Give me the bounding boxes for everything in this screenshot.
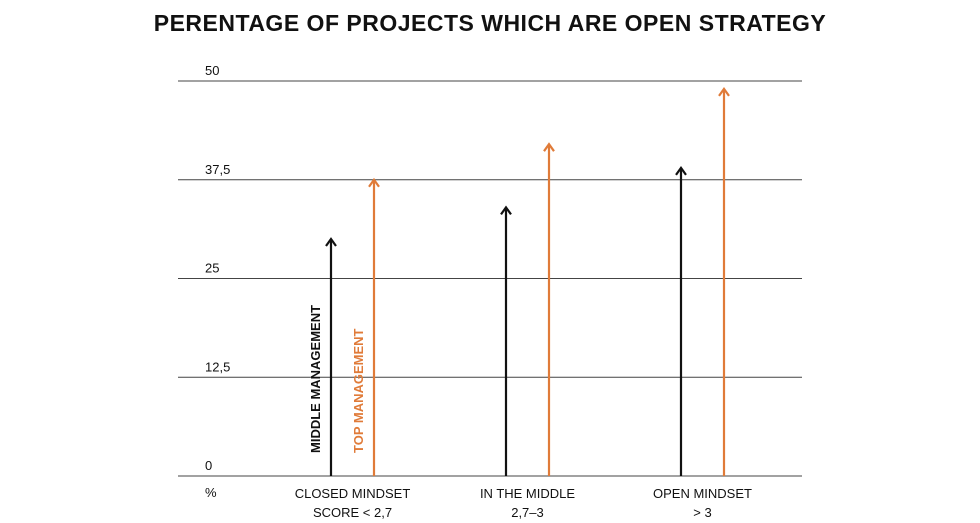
arrow-head: [675, 166, 687, 176]
arrow-head: [500, 205, 512, 216]
x-axis-categories: CLOSED MINDSET SCORE < 2,7 IN THE MIDDLE 2,…: [295, 486, 752, 520]
arrow-head: [325, 237, 337, 247]
series-label: MIDDLE MANAGEMENT: [308, 305, 323, 453]
arrow-head: [543, 142, 555, 152]
series-label: TOP MANAGEMENT: [351, 328, 366, 453]
chart-title: PERENTAGE OF PROJECTS WHICH ARE OPEN STR…: [153, 10, 827, 36]
x-category-label: SCORE < 2,7: [313, 505, 392, 520]
y-tick-label: 37,5: [205, 162, 230, 177]
arrow-head: [718, 87, 730, 97]
x-category-label: 2,7–3: [511, 505, 544, 520]
y-tick-label: 0: [205, 458, 212, 473]
y-axis-ticks: 0 12,5 25 37,5 50%: [205, 63, 230, 500]
y-tick-label: 25: [205, 261, 219, 276]
arrow-head: [368, 177, 380, 188]
y-unit-label: %: [205, 485, 217, 500]
gridlines: [178, 80, 802, 477]
series-labels: MIDDLE MANAGEMENT TOP MANAGEMENT: [308, 305, 366, 453]
x-category-label: IN THE MIDDLE: [480, 486, 575, 501]
data-arrows: [325, 87, 730, 476]
y-tick-label: 50: [205, 63, 219, 78]
x-category-label: OPEN MINDSET: [653, 486, 752, 501]
x-category-label: CLOSED MINDSET: [295, 486, 411, 501]
y-tick-label: 12,5: [205, 359, 230, 374]
x-category-label: > 3: [693, 505, 711, 520]
